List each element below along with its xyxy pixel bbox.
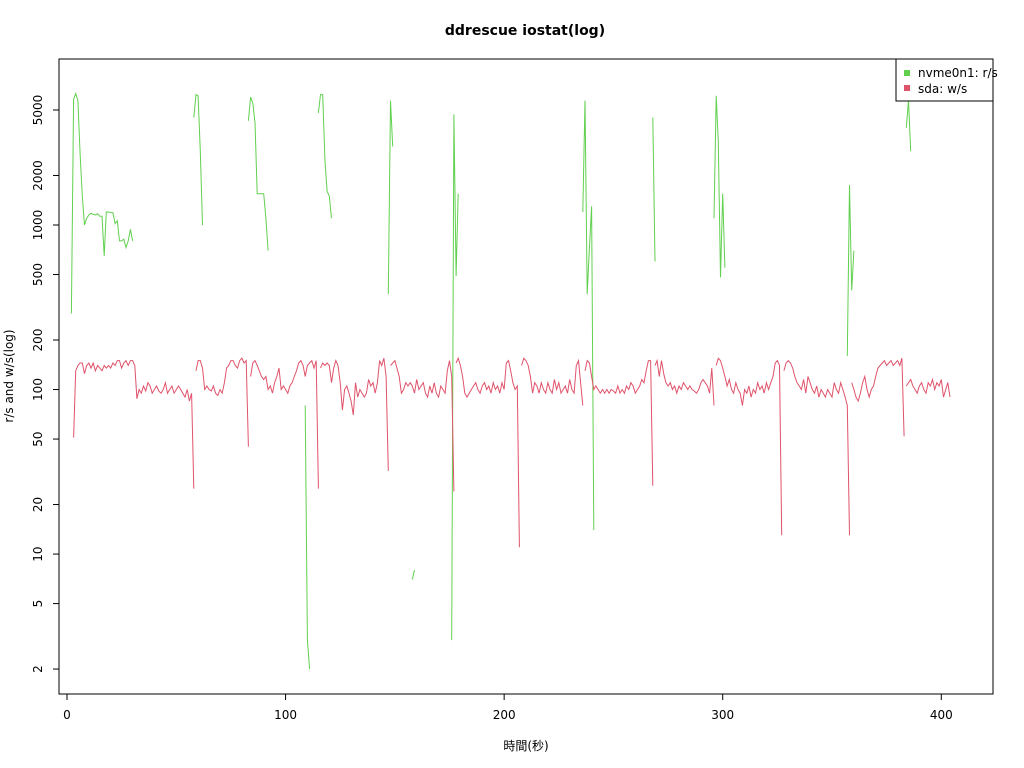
x-axis-label: 時間(秒) — [503, 739, 548, 753]
y-tick-label: 5000 — [31, 95, 45, 126]
x-tick-label: 200 — [493, 708, 516, 722]
y-tick-label: 1000 — [31, 210, 45, 241]
series-0-line-segment-8 — [582, 100, 595, 531]
series-0-line-segment-10 — [713, 95, 726, 278]
y-tick-label: 2 — [31, 665, 45, 673]
y-tick-label: 200 — [31, 329, 45, 352]
series-1-line-segment-11 — [851, 358, 905, 437]
series-1-line-segment-2 — [250, 359, 319, 489]
legend-swatch-nvme — [904, 70, 910, 76]
series-1-line-segment-6 — [521, 357, 584, 406]
y-tick-label: 10 — [31, 546, 45, 561]
legend-label-sda: sda: w/s — [918, 82, 967, 96]
series-1-line-segment-1 — [195, 357, 249, 447]
series-0-line-segment-1 — [193, 93, 203, 226]
y-axis: 2 5 10 20 50 100 200 500 1000 2000 5000 — [31, 95, 60, 673]
x-tick-label: 0 — [63, 708, 71, 722]
series-1-line-segment-5 — [455, 356, 520, 548]
y-tick-label: 100 — [31, 378, 45, 401]
x-axis: 0 100 200 300 400 — [63, 693, 953, 722]
series-0-line-segment-5 — [304, 405, 311, 670]
series-1-line-segment-3 — [320, 358, 389, 471]
series-0-line-segment-6 — [411, 569, 415, 580]
series-1-line-segment-10 — [783, 359, 850, 536]
y-tick-label: 5 — [31, 600, 45, 608]
x-tick-label: 300 — [711, 708, 734, 722]
y-axis-label: r/s and w/s(log) — [2, 329, 16, 422]
legend-label-nvme: nvme0n1: r/s — [918, 66, 998, 80]
x-tick-label: 100 — [274, 708, 297, 722]
y-tick-label: 50 — [31, 431, 45, 446]
y-tick-label: 20 — [31, 497, 45, 512]
series-0-line-segment-0 — [70, 91, 134, 314]
series-0-line-segment-4 — [387, 100, 394, 295]
legend-box — [895, 58, 994, 102]
series-1-line-segment-4 — [390, 359, 455, 492]
series-0-line-segment-3 — [317, 94, 332, 219]
y-tick-label: 2000 — [31, 160, 45, 191]
series-1-line-segment-0 — [73, 359, 195, 489]
x-tick-label: 400 — [930, 708, 953, 722]
chart-title: ddrescue iostat(log) — [445, 23, 605, 39]
legend-swatch-sda — [904, 85, 910, 91]
series-1 — [73, 356, 951, 548]
series-1-line-segment-7 — [584, 359, 654, 486]
legend: nvme0n1: r/s sda: w/s — [895, 58, 998, 102]
series-1-line-segment-12 — [905, 377, 951, 398]
series-0-line-segment-7 — [451, 114, 459, 641]
series-0-line-segment-9 — [652, 117, 656, 262]
series-0-line-segment-2 — [247, 96, 269, 251]
series-1-line-segment-8 — [654, 358, 715, 406]
series-1-line-segment-9 — [715, 357, 783, 536]
series-0-line-segment-11 — [846, 184, 855, 356]
y-tick-label: 500 — [31, 263, 45, 286]
